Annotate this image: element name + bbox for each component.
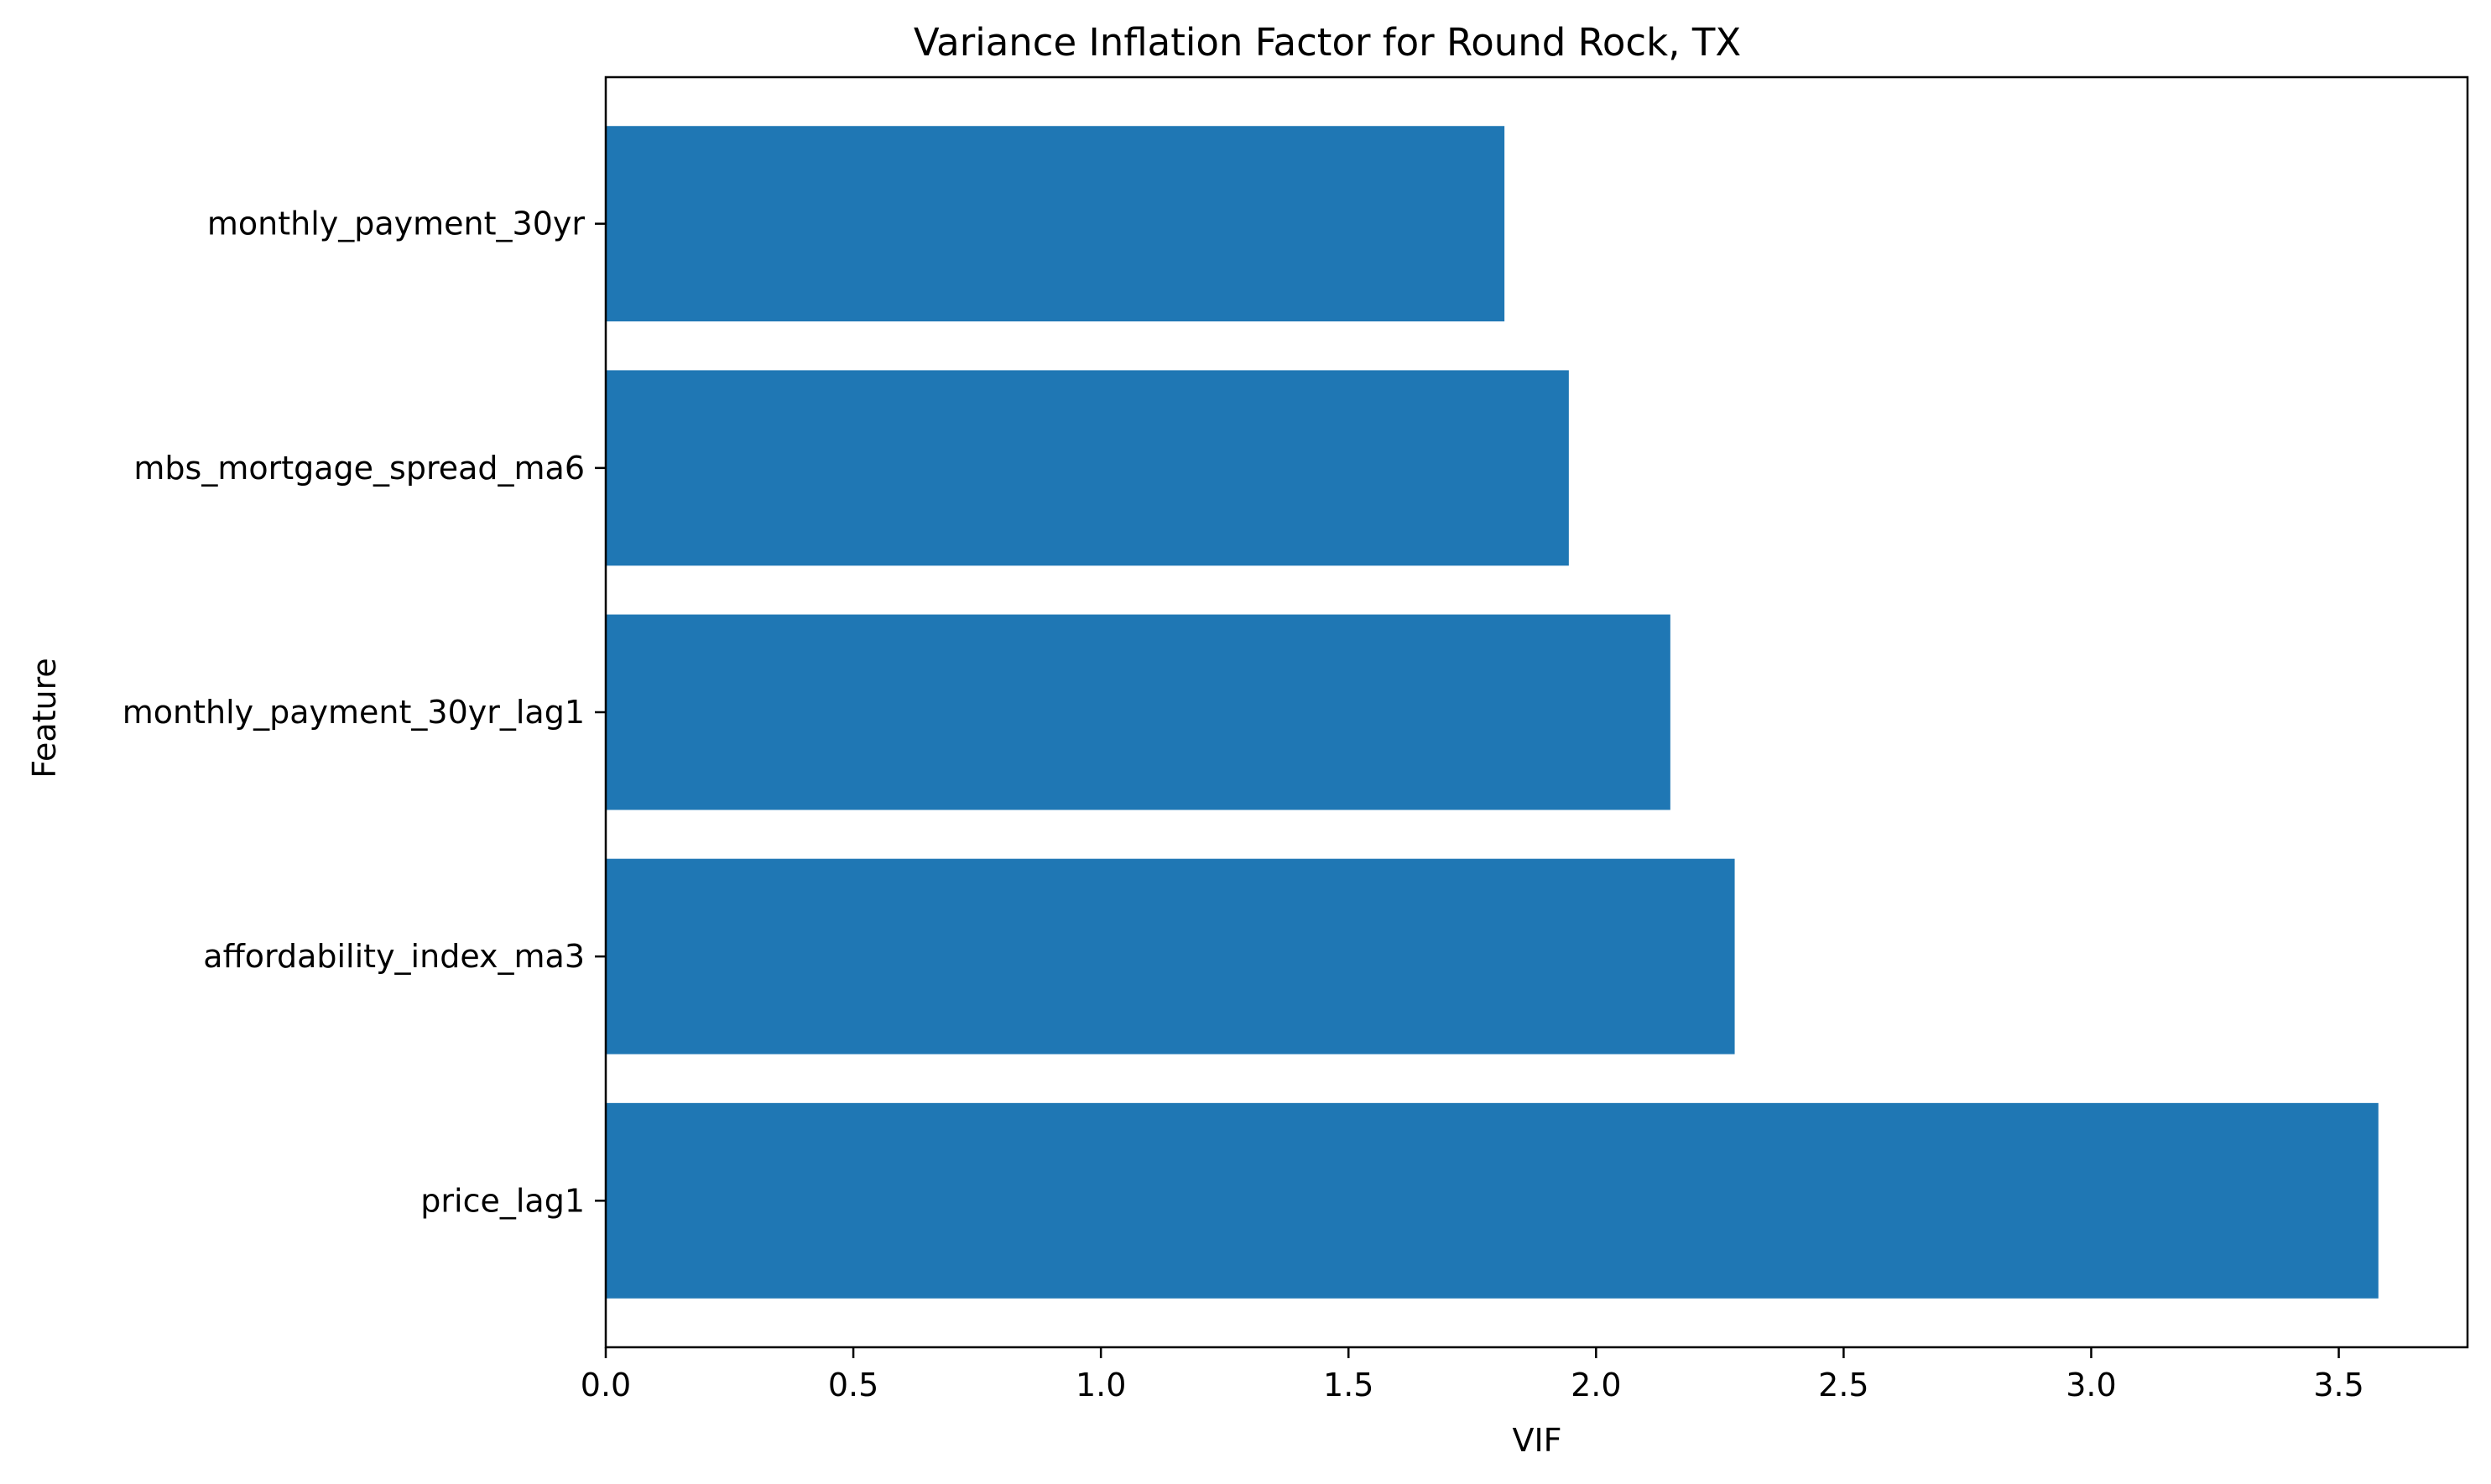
x-tick-label: 1.0 — [1076, 1367, 1126, 1403]
y-tick-label: price_lag1 — [420, 1182, 585, 1219]
y-tick-label: monthly_payment_30yr — [207, 206, 585, 242]
plot-area-frame — [604, 76, 2469, 1349]
y-ticks-group: price_lag1 affordability_index_ma3 monthly… — [122, 206, 606, 1219]
y-tick-label: affordability_index_ma3 — [203, 938, 585, 975]
bar-mbs_mortgage_spread_ma6 — [606, 370, 1569, 566]
x-axis-title: VIF — [1512, 1422, 1561, 1459]
bar-monthly_payment_30yr_lag1 — [606, 614, 1670, 810]
x-tick-label: 3.5 — [2313, 1367, 2363, 1403]
x-tick-label: 0.0 — [581, 1367, 631, 1403]
chart-title: Variance Inflation Factor for Round Rock… — [914, 20, 1741, 65]
y-tick-label: monthly_payment_30yr_lag1 — [122, 694, 585, 731]
x-tick-label: 3.0 — [2066, 1367, 2116, 1403]
x-tick-label: 2.5 — [1818, 1367, 1868, 1403]
x-tick-label: 2.0 — [1571, 1367, 1621, 1403]
bars-group — [606, 126, 2379, 1299]
x-ticks-group: 0.0 0.5 1.0 1.5 2.0 2.5 3.0 3.5 — [581, 1347, 2364, 1403]
x-tick-label: 1.5 — [1323, 1367, 1373, 1403]
x-tick-label: 0.5 — [828, 1367, 878, 1403]
y-tick-label: mbs_mortgage_spread_ma6 — [133, 450, 585, 487]
bar-monthly_payment_30yr — [606, 126, 1505, 322]
bar-price_lag1 — [606, 1102, 2379, 1299]
y-axis-title: Feature — [26, 658, 63, 778]
bar-affordability_index_ma3 — [606, 858, 1735, 1054]
